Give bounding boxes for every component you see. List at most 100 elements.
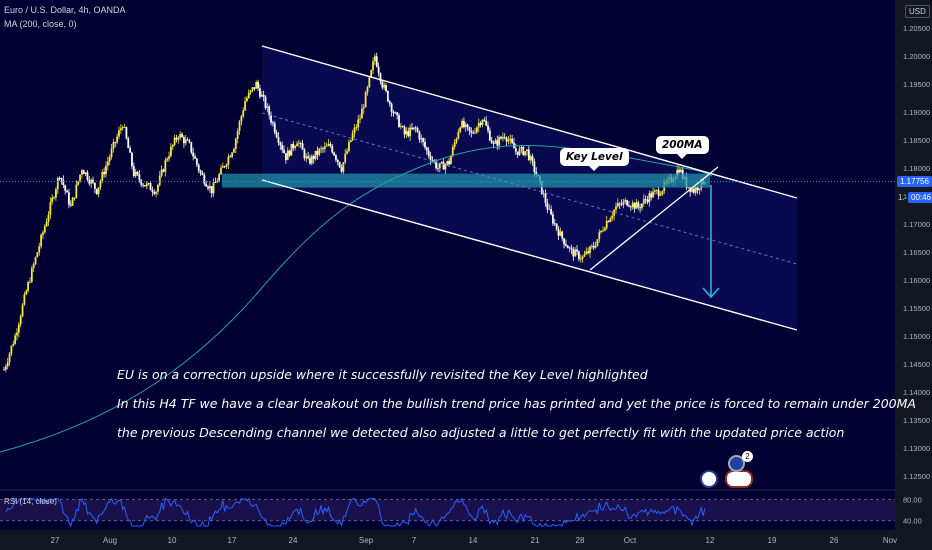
candle-body bbox=[64, 185, 67, 191]
note-line-3[interactable]: the previous Descending channel we detec… bbox=[117, 425, 845, 440]
time-axis[interactable] bbox=[0, 530, 895, 550]
currency-label[interactable]: USD bbox=[905, 5, 930, 18]
candle-body bbox=[333, 152, 336, 156]
candle-body bbox=[170, 146, 172, 157]
candle-body bbox=[399, 126, 402, 128]
candle-body bbox=[38, 246, 41, 253]
candle-body bbox=[526, 149, 528, 152]
candle-body bbox=[485, 120, 488, 126]
candle-body bbox=[90, 179, 93, 184]
candle-body bbox=[32, 264, 35, 269]
candle-body bbox=[607, 220, 610, 222]
candle-body bbox=[470, 130, 473, 133]
countdown-prefix: 1. bbox=[898, 193, 905, 202]
candle-body bbox=[368, 77, 371, 88]
candle-body bbox=[409, 127, 412, 137]
candle-body bbox=[10, 345, 13, 354]
time-ticks: 27 Aug 10 17 24 Sep 7 14 21 28 Oct 12 19 26 Nov bbox=[51, 536, 898, 545]
candle-body bbox=[88, 179, 91, 184]
candle-body bbox=[388, 101, 391, 104]
candle-body bbox=[288, 150, 291, 156]
candle-body bbox=[563, 238, 565, 245]
candle-body bbox=[14, 335, 17, 344]
candle-body bbox=[366, 87, 369, 93]
candle-body bbox=[297, 143, 300, 144]
candle-body bbox=[572, 249, 575, 257]
candle-body bbox=[418, 131, 421, 140]
candle-body bbox=[642, 199, 645, 204]
candle-body bbox=[487, 125, 489, 131]
candle-body bbox=[136, 171, 139, 175]
candle-body bbox=[574, 249, 577, 257]
candle-body bbox=[134, 171, 137, 176]
candle-body bbox=[546, 202, 549, 210]
candle-body bbox=[401, 126, 404, 128]
candle-body bbox=[641, 203, 643, 209]
candle-body bbox=[279, 142, 282, 146]
overlays-layer bbox=[0, 45, 895, 453]
candle-body bbox=[173, 137, 176, 145]
indicator-title[interactable]: MA (200, close, 0) bbox=[4, 19, 77, 29]
candle-body bbox=[93, 182, 96, 189]
candle-body bbox=[561, 231, 564, 239]
candle-body bbox=[234, 138, 237, 150]
candle-body bbox=[448, 161, 450, 165]
candle-body bbox=[659, 194, 662, 196]
candle-body bbox=[290, 143, 293, 156]
note-line-2[interactable]: In this H4 TF we have a clear breakout o… bbox=[117, 396, 916, 411]
event-badge-flag-2[interactable] bbox=[725, 470, 753, 488]
candle-body bbox=[392, 111, 395, 114]
candle-body bbox=[622, 201, 625, 205]
candle-body bbox=[8, 353, 11, 363]
candle-body bbox=[207, 186, 209, 189]
candle-body bbox=[481, 119, 484, 125]
candle-body bbox=[197, 164, 200, 171]
candle-body bbox=[192, 152, 195, 157]
note-line-1[interactable]: EU is on a correction upside where it su… bbox=[117, 367, 648, 382]
candle-body bbox=[524, 151, 527, 156]
channel-mid-line bbox=[261, 112, 798, 265]
candle-body bbox=[79, 174, 81, 182]
candle-body bbox=[106, 161, 109, 166]
rsi-layer: 80.00 40.00 bbox=[0, 496, 922, 528]
candle-body bbox=[383, 85, 386, 88]
candle-body bbox=[205, 183, 208, 187]
candle-body bbox=[639, 207, 641, 209]
candle-body bbox=[227, 156, 230, 165]
candle-body bbox=[381, 81, 384, 88]
candle-body bbox=[45, 221, 48, 227]
candle-body bbox=[618, 203, 621, 205]
candle-body bbox=[364, 92, 367, 108]
candle-body bbox=[147, 183, 150, 184]
candle-body bbox=[437, 168, 439, 169]
candle-body bbox=[195, 158, 198, 165]
candle-body bbox=[259, 88, 261, 97]
time-tick-label: Aug bbox=[103, 536, 117, 545]
candle-body bbox=[42, 232, 44, 235]
rsi-label[interactable]: RSI (14, close) bbox=[4, 497, 57, 506]
ma200-callout[interactable]: 200MA bbox=[656, 136, 709, 159]
candle-body bbox=[438, 163, 441, 169]
candle-body bbox=[609, 218, 612, 222]
event-badge-blue[interactable] bbox=[728, 455, 745, 472]
candle-body bbox=[116, 136, 119, 143]
candle-body bbox=[281, 145, 284, 150]
candle-body bbox=[247, 92, 250, 99]
key-level-callout[interactable]: Key Level bbox=[560, 148, 629, 171]
candle-body bbox=[84, 172, 87, 175]
candle-body bbox=[442, 161, 445, 170]
time-tick-label: 14 bbox=[469, 536, 478, 545]
symbol-title[interactable]: Euro / U.S. Dollar, 4h, OANDA bbox=[4, 5, 126, 15]
price-axis[interactable] bbox=[895, 0, 932, 550]
price-tick-label: 1.20000 bbox=[903, 52, 930, 61]
candle-body bbox=[396, 112, 399, 116]
candle-body bbox=[25, 290, 28, 295]
event-badge-flag[interactable] bbox=[700, 470, 718, 488]
candle-body bbox=[566, 245, 569, 249]
candle-body bbox=[144, 185, 146, 187]
candle-body bbox=[496, 140, 499, 146]
candle-body bbox=[303, 149, 306, 159]
event-badge-count[interactable]: 2 bbox=[742, 451, 753, 462]
candle-body bbox=[553, 223, 556, 225]
